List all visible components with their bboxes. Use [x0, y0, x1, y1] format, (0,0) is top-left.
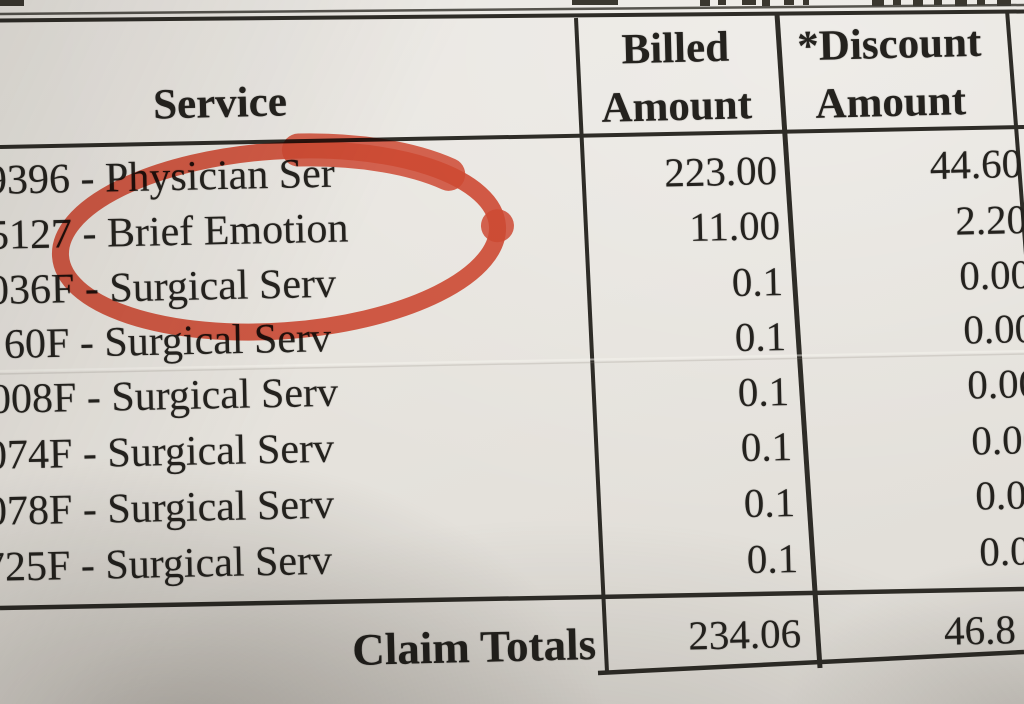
billed-cell: 0.1: [731, 258, 784, 306]
claim-totals-billed: 234.06: [687, 610, 802, 659]
service-cell: 725F - Surgical Serv: [0, 537, 333, 591]
discount-cell: 2.20: [954, 196, 1024, 244]
billed-cell: 0.1: [737, 368, 790, 416]
discount-cell: 0.00: [974, 471, 1024, 519]
billed-cell: 11.00: [688, 202, 781, 251]
column-header-billed-amount: Billed Amount: [569, 17, 784, 138]
column-header-discount-amount: *Discount Amount: [777, 13, 1004, 134]
billed-cell: 0.1: [734, 313, 787, 361]
discount-header-line2: Amount: [814, 77, 967, 128]
discount-header-line1: *Discount: [796, 18, 982, 71]
column-header-service: Service: [152, 78, 288, 129]
claim-totals-discount: 46.8: [943, 606, 1017, 654]
cropped-text-remnants: [0, 0, 1011, 6]
billed-cell: 0.1: [746, 535, 799, 583]
billed-header-line1: Billed: [620, 23, 730, 74]
service-cell: 074F - Surgical Serv: [0, 425, 335, 479]
billed-cell: 0.1: [740, 423, 793, 471]
service-cell: 5127 - Brief Emotion: [0, 205, 349, 259]
service-cell: 60F - Surgical Serv: [3, 315, 332, 368]
discount-cell: 0.00: [970, 416, 1024, 464]
billed-header-line2: Amount: [600, 81, 753, 132]
service-cell: 078F - Surgical Serv: [0, 481, 335, 535]
billed-cell: 223.00: [663, 147, 778, 196]
service-cell: 036F - Surgical Serv: [0, 260, 337, 314]
discount-cell: 0.00: [978, 527, 1024, 575]
discount-cell: 44.60: [929, 140, 1023, 189]
discount-cell: 0.00: [962, 305, 1024, 353]
discount-cell: 0.00: [966, 360, 1024, 408]
billed-cell: 0.1: [743, 479, 796, 527]
discount-cell: 0.00: [958, 251, 1024, 299]
service-cell: 008F - Surgical Serv: [0, 369, 339, 423]
service-cell: 9396 - Physician Ser: [0, 150, 336, 204]
